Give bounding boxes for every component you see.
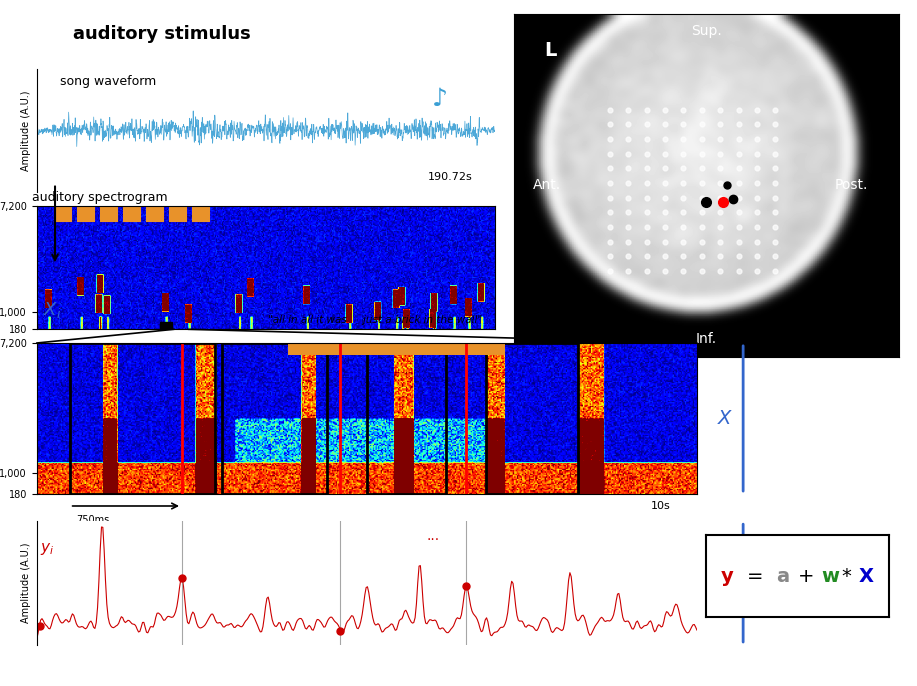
Bar — [70, 343, 215, 494]
Bar — [367, 343, 446, 494]
Text: =: = — [746, 567, 763, 586]
Text: song waveform: song waveform — [60, 75, 156, 88]
Bar — [288, 343, 505, 355]
Text: $X$: $X$ — [717, 409, 734, 428]
Text: 190.72s: 190.72s — [427, 172, 472, 182]
FancyBboxPatch shape — [78, 206, 94, 221]
Text: $y$: $y$ — [717, 573, 731, 593]
FancyBboxPatch shape — [170, 206, 185, 221]
Text: Ant.: Ant. — [533, 178, 561, 192]
Text: *: * — [842, 567, 852, 586]
FancyBboxPatch shape — [55, 206, 72, 221]
FancyBboxPatch shape — [160, 322, 172, 329]
Text: Post.: Post. — [834, 178, 867, 192]
Y-axis label: Amplitude (A.U.): Amplitude (A.U.) — [21, 90, 31, 171]
Text: w: w — [822, 567, 840, 586]
Text: auditory spectrogram: auditory spectrogram — [32, 191, 168, 204]
Text: Sup.: Sup. — [691, 24, 722, 38]
Text: 10s: 10s — [651, 501, 670, 511]
Bar — [222, 343, 327, 494]
Text: auditory stimulus: auditory stimulus — [73, 25, 251, 43]
FancyBboxPatch shape — [193, 206, 209, 221]
Text: y: y — [721, 567, 734, 586]
Text: a: a — [776, 567, 789, 586]
Text: "all in all it was     just a brick in the wall": "all in all it was just a brick in the w… — [268, 315, 482, 325]
Text: Inf.: Inf. — [695, 333, 717, 346]
Text: L: L — [545, 41, 557, 60]
Text: +: + — [798, 567, 814, 586]
Bar — [486, 343, 578, 494]
FancyBboxPatch shape — [101, 206, 117, 221]
Y-axis label: Amplitude (A.U.): Amplitude (A.U.) — [21, 543, 31, 624]
Text: $X_i$: $X_i$ — [43, 300, 61, 320]
Text: ...: ... — [426, 529, 439, 543]
Text: ♪: ♪ — [432, 88, 448, 111]
Text: $y_i$: $y_i$ — [40, 541, 54, 557]
Text: 750ms: 750ms — [76, 515, 109, 525]
FancyBboxPatch shape — [147, 206, 163, 221]
Text: X: X — [858, 567, 873, 586]
FancyBboxPatch shape — [124, 206, 140, 221]
